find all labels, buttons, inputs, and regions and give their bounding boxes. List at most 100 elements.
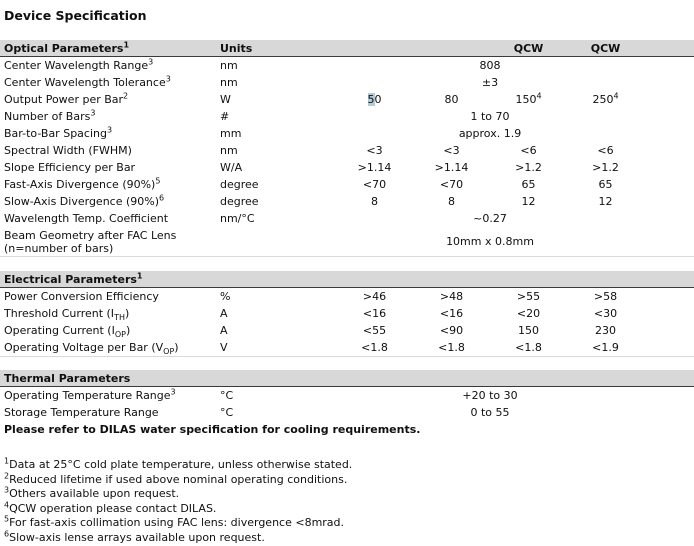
param-label: Storage Temperature Range xyxy=(4,406,159,419)
units-cell: degree xyxy=(220,195,259,208)
value-cell: <1.8 xyxy=(515,341,542,354)
param-label: Number of Bars3 xyxy=(4,108,96,123)
units-cell: degree xyxy=(220,178,259,191)
thermal-section-header: Thermal Parameters xyxy=(0,370,694,387)
value-cell: >1.14 xyxy=(357,161,392,174)
value-cell: >46 xyxy=(362,290,387,303)
footnotes: 1Data at 25°C cold plate temperature, un… xyxy=(0,456,694,546)
subscript: TH xyxy=(114,313,125,323)
param-label: Slope Efficiency per Bar xyxy=(4,161,136,174)
table-row: Center Wavelength Tolerance3 nm ±3 xyxy=(0,74,694,91)
footnote-marker: 1 xyxy=(123,39,130,49)
table-row: Operating Current (IOP) A <55 <90 150 23… xyxy=(0,322,694,339)
value-cell: >58 xyxy=(593,290,618,303)
table-row: Output Power per Bar2 W 50 80 1504 2504 xyxy=(0,91,694,108)
merged-value-cell: ~0.27 xyxy=(473,212,507,225)
page-title: Device Specification xyxy=(4,8,147,23)
merged-value-cell: +20 to 30 xyxy=(462,389,518,402)
footnote-marker: 3 xyxy=(170,387,176,397)
merged-value-cell: ±3 xyxy=(481,76,499,89)
value-cell: 8 xyxy=(371,195,378,208)
footnote-marker: 5 xyxy=(4,514,10,524)
footnote-marker: 2 xyxy=(123,91,129,101)
footnote-marker: 1 xyxy=(136,270,143,280)
table-row: Operating Temperature Range3 °C +20 to 3… xyxy=(0,387,694,404)
electrical-section-title: Electrical Parameters1 xyxy=(4,270,143,286)
footnote-marker: 3 xyxy=(90,108,96,118)
subscript: OP xyxy=(114,330,126,340)
thermal-section-title: Thermal Parameters xyxy=(4,371,131,385)
subscript: OP xyxy=(163,347,175,357)
footnote: 3Others available upon request. xyxy=(4,485,180,501)
value-cell: <90 xyxy=(439,324,464,337)
value-cell: 8 xyxy=(448,195,455,208)
value-cell: 65 xyxy=(521,178,536,191)
table-row: Operating Voltage per Bar (VOP) V <1.8 <… xyxy=(0,339,694,356)
merged-value-cell: 808 xyxy=(479,59,501,72)
footnote: 1Data at 25°C cold plate temperature, un… xyxy=(4,456,353,471)
table-row: Fast-Axis Divergence (90%)5 degree <70 <… xyxy=(0,176,694,193)
merged-value-cell: 1 to 70 xyxy=(470,110,510,123)
thermal-rows: Operating Temperature Range3 °C +20 to 3… xyxy=(0,387,694,438)
footnote-marker: 3 xyxy=(106,125,113,135)
units-cell: nm xyxy=(220,144,238,157)
param-label: Operating Voltage per Bar (VOP) xyxy=(4,341,179,357)
units-cell: nm xyxy=(220,59,238,72)
param-label: Bar-to-Bar Spacing3 xyxy=(4,125,113,140)
merged-value-cell: 10mm x 0.8mm xyxy=(446,235,534,248)
units-cell: W xyxy=(220,93,231,106)
value-cell: <3 xyxy=(443,144,460,157)
value-cell: <6 xyxy=(520,144,537,157)
units-cell: V xyxy=(220,341,228,354)
units-column-header: Units xyxy=(220,41,253,55)
optical-section-title: Optical Parameters1 xyxy=(4,39,130,55)
value-cell: <20 xyxy=(516,307,541,320)
param-label: Center Wavelength Tolerance3 xyxy=(4,74,171,89)
footnote: 2Reduced lifetime if used above nominal … xyxy=(4,470,348,486)
value-cell: >1.14 xyxy=(434,161,469,174)
footnote-marker: 6 xyxy=(159,193,165,203)
param-label: Wavelength Temp. Coefficient xyxy=(4,212,169,225)
value-cell: >55 xyxy=(516,290,541,303)
table-row: Threshold Current (ITH) A <16 <16 <20 <3… xyxy=(0,305,694,322)
value-cell: <3 xyxy=(366,144,383,157)
units-cell: °C xyxy=(220,389,234,402)
value-cell: 230 xyxy=(595,324,616,337)
footnote-marker: 4 xyxy=(536,91,542,101)
footnote-marker: 5 xyxy=(155,176,161,186)
param-label: Output Power per Bar2 xyxy=(4,91,129,106)
units-cell: mm xyxy=(220,127,242,140)
param-label: Center Wavelength Range3 xyxy=(4,57,154,72)
units-cell: nm xyxy=(220,76,238,89)
table-row: Slow-Axis Divergence (90%)6 degree 8 8 1… xyxy=(0,193,694,210)
units-cell: A xyxy=(220,307,228,320)
value-cell: 65 xyxy=(598,178,613,191)
param-label: Beam Geometry after FAC Lens (n=number o… xyxy=(4,228,177,255)
value-cell: 80 xyxy=(444,93,459,106)
value-cell: >48 xyxy=(439,290,464,303)
value-cell: 1504 xyxy=(515,91,542,106)
value-cell: <16 xyxy=(439,307,464,320)
value-cell: 2504 xyxy=(592,91,619,106)
footnote: 6Slow-axis lense arrays available upon r… xyxy=(4,529,265,544)
value-cell: <16 xyxy=(362,307,387,320)
value-cell: 50 xyxy=(367,93,382,106)
param-label: Slow-Axis Divergence (90%)6 xyxy=(4,193,165,208)
param-label: Spectral Width (FWHM) xyxy=(4,144,132,157)
table-row: Storage Temperature Range °C 0 to 55 xyxy=(0,404,694,421)
param-label: Power Conversion Efficiency xyxy=(4,290,159,303)
param-label: Threshold Current (ITH) xyxy=(4,307,130,323)
units-cell: °C xyxy=(220,406,234,419)
electrical-rows: Power Conversion Efficiency % >46 >48 >5… xyxy=(0,288,694,357)
footnote-marker: 3 xyxy=(148,57,154,67)
footnote: 5For fast-axis collimation using FAC len… xyxy=(4,514,345,530)
merged-value-cell: approx. 1.9 xyxy=(458,127,522,140)
value-cell: <1.8 xyxy=(438,341,465,354)
table-row: Spectral Width (FWHM) nm <3 <3 <6 <6 xyxy=(0,142,694,159)
optical-section-header: Optical Parameters1 Units QCW QCW xyxy=(0,40,694,57)
units-cell: A xyxy=(220,324,228,337)
value-cell: >1.2 xyxy=(515,161,542,174)
value-cell: <1.8 xyxy=(361,341,388,354)
value-cell: <70 xyxy=(439,178,464,191)
